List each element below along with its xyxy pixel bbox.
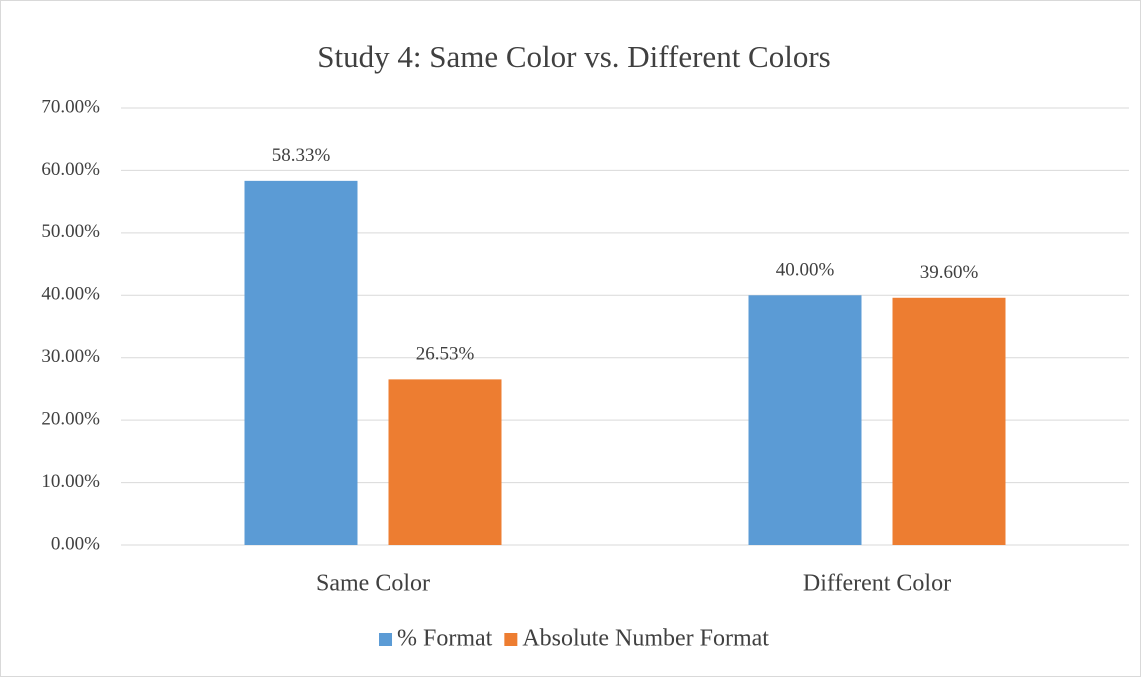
bar	[388, 379, 502, 545]
y-tick-label: 30.00%	[41, 346, 100, 367]
data-label: 40.00%	[776, 260, 835, 281]
y-tick-label: 60.00%	[41, 159, 100, 180]
y-tick-label: 20.00%	[41, 409, 100, 430]
bar	[244, 180, 358, 546]
bar	[892, 297, 1006, 545]
y-tick-label: 0.00%	[51, 533, 100, 554]
bar	[748, 295, 862, 545]
legend-label: % Format	[397, 626, 493, 652]
data-label: 39.60%	[920, 262, 979, 283]
legend-swatch	[379, 633, 393, 646]
data-label: 58.33%	[272, 145, 331, 166]
legend-label: Absolute Number Format	[522, 626, 769, 652]
x-tick-label: Different Color	[803, 571, 951, 597]
x-tick-label: Same Color	[316, 571, 430, 597]
data-label: 26.53%	[416, 344, 475, 365]
chart-title: Study 4: Same Color vs. Different Colors	[317, 39, 830, 74]
y-tick-label: 50.00%	[41, 221, 100, 242]
y-tick-label: 70.00%	[41, 96, 100, 117]
legend-swatch	[504, 633, 518, 646]
y-tick-label: 40.00%	[41, 284, 100, 305]
y-tick-label: 10.00%	[41, 471, 100, 492]
